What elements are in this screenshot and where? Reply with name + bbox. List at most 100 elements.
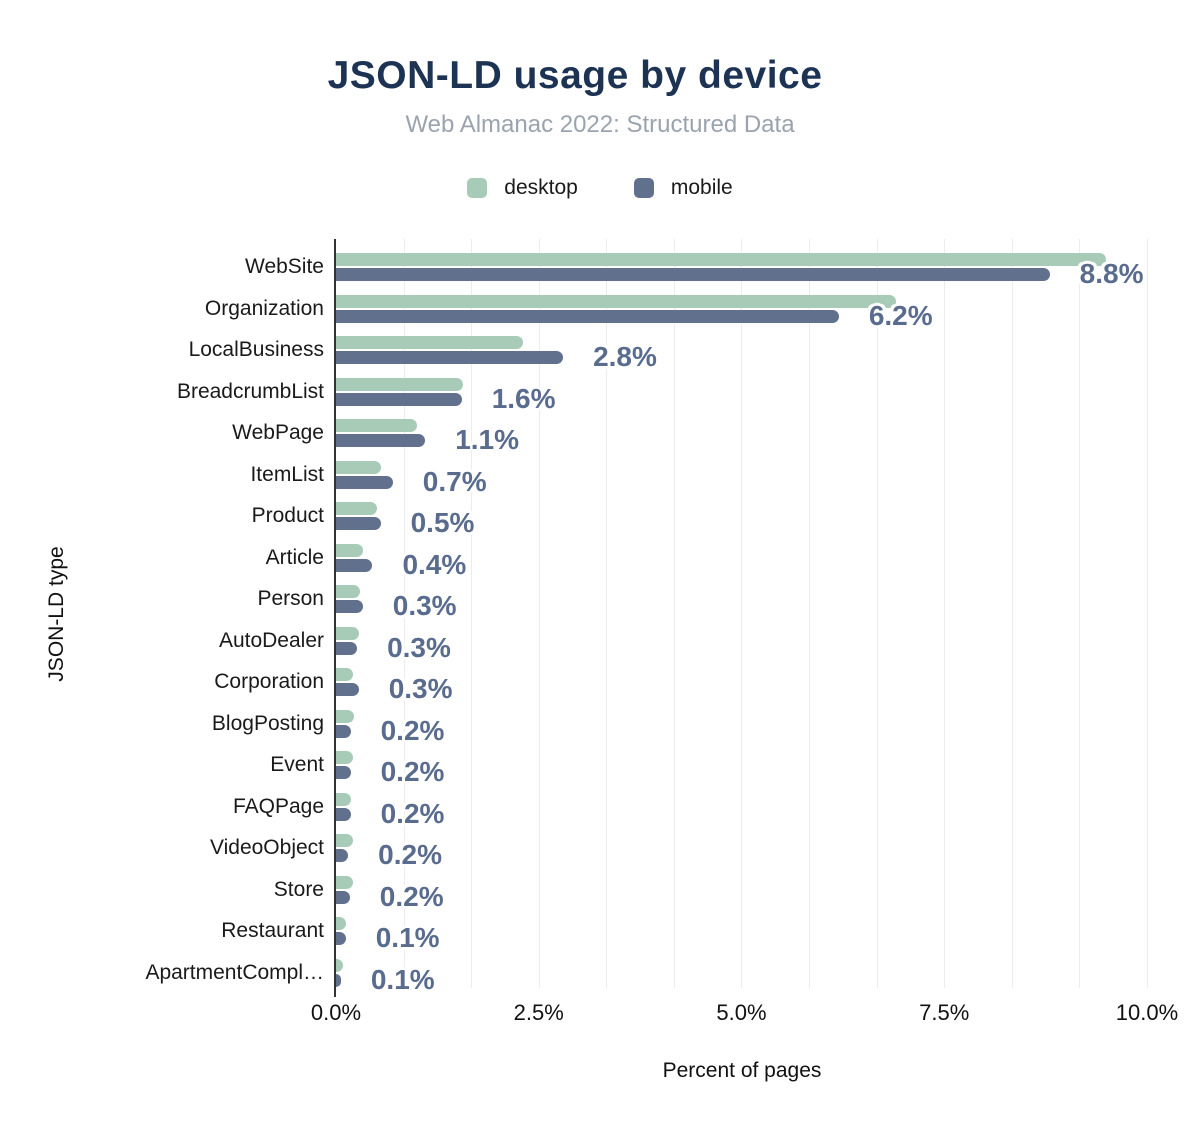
category-label: VideoObject xyxy=(209,836,324,859)
mobile-bar[interactable] xyxy=(336,558,373,572)
desktop-bar[interactable] xyxy=(336,626,359,640)
value-label: 0.3% xyxy=(387,631,451,663)
legend-item-desktop[interactable]: desktop xyxy=(467,176,578,200)
desktop-bar[interactable] xyxy=(336,917,346,930)
mobile-bar[interactable] xyxy=(336,434,426,447)
category-label: Person xyxy=(257,587,324,610)
value-label: 0.2% xyxy=(378,839,442,870)
gridline xyxy=(876,239,878,988)
mobile-swatch-icon xyxy=(633,178,654,198)
mobile-bar[interactable] xyxy=(336,890,350,904)
mobile-bar[interactable] xyxy=(336,268,1050,281)
value-label: 1.6% xyxy=(491,382,556,414)
category-label: Organization xyxy=(204,296,324,320)
mobile-bar[interactable] xyxy=(336,641,358,655)
desktop-bar[interactable] xyxy=(336,336,523,349)
desktop-bar[interactable] xyxy=(336,294,896,308)
legend-item-mobile[interactable]: mobile xyxy=(633,176,733,200)
category-label: Store xyxy=(273,877,324,901)
gridline xyxy=(1146,239,1148,988)
category-label: FAQPage xyxy=(232,794,324,818)
x-tick-label: 0.0% xyxy=(310,1000,362,1025)
desktop-bar[interactable] xyxy=(336,792,352,806)
value-label: 0.3% xyxy=(392,590,457,621)
desktop-swatch-icon xyxy=(467,178,488,198)
category-label: BreadcrumbList xyxy=(176,379,324,403)
legend-label-mobile: mobile xyxy=(670,176,733,199)
gridline xyxy=(606,239,608,988)
zero-tick xyxy=(334,988,336,997)
value-label: 2.8% xyxy=(593,341,657,372)
value-label: 0.1% xyxy=(370,963,435,995)
category-label: WebSite xyxy=(245,255,324,278)
gridline xyxy=(1079,239,1081,988)
value-label: 0.2% xyxy=(379,880,444,912)
desktop-bar[interactable] xyxy=(336,502,377,515)
mobile-bar[interactable] xyxy=(336,392,462,406)
value-label: 0.7% xyxy=(422,465,487,497)
category-label: Corporation xyxy=(214,670,324,693)
chart-subtitle: Web Almanac 2022: Structured Data xyxy=(405,111,795,138)
category-label: LocalBusiness xyxy=(188,338,324,361)
desktop-bar[interactable] xyxy=(336,585,360,598)
desktop-bar[interactable] xyxy=(336,377,464,391)
category-label: Product xyxy=(251,504,324,527)
category-label: Restaurant xyxy=(221,919,324,942)
category-label: Event xyxy=(270,753,324,776)
mobile-bar[interactable] xyxy=(336,475,393,489)
x-tick-label: 5.0% xyxy=(716,1000,767,1025)
desktop-bar[interactable] xyxy=(336,460,381,474)
value-label: 0.2% xyxy=(380,756,445,787)
desktop-bar[interactable] xyxy=(336,875,354,889)
desktop-bar[interactable] xyxy=(336,668,354,681)
value-label: 0.5% xyxy=(410,507,475,538)
mobile-bar[interactable] xyxy=(336,766,351,779)
mobile-bar[interactable] xyxy=(336,932,346,945)
category-label: ItemList xyxy=(250,462,324,486)
gridline xyxy=(809,239,811,988)
mobile-bar[interactable] xyxy=(336,807,351,821)
mobile-bar[interactable] xyxy=(336,600,363,613)
desktop-bar[interactable] xyxy=(336,709,354,723)
desktop-bar[interactable] xyxy=(336,419,418,432)
chart-title: JSON-LD usage by device xyxy=(327,54,823,97)
mobile-bar[interactable] xyxy=(336,724,351,738)
mobile-bar[interactable] xyxy=(336,517,381,530)
category-label: AutoDealer xyxy=(218,628,324,652)
desktop-bar[interactable] xyxy=(336,958,344,972)
desktop-bar[interactable] xyxy=(336,253,1107,266)
value-label: 0.2% xyxy=(380,797,445,829)
value-label: 0.3% xyxy=(388,673,453,704)
gridline xyxy=(944,239,946,988)
category-label: ApartmentCompl… xyxy=(145,960,324,984)
x-tick-label: 7.5% xyxy=(919,1000,970,1025)
value-label: 8.8% xyxy=(1079,258,1144,289)
gridline xyxy=(1011,239,1013,988)
gridline xyxy=(673,239,675,988)
value-label: 1.1% xyxy=(455,424,520,455)
mobile-bar[interactable] xyxy=(336,309,839,323)
y-axis-title: JSON-LD type xyxy=(45,546,68,682)
value-label: 0.2% xyxy=(380,714,445,746)
value-label: 0.4% xyxy=(402,548,467,580)
category-label: BlogPosting xyxy=(211,711,324,735)
mobile-bar[interactable] xyxy=(336,849,349,862)
gridline xyxy=(403,239,405,988)
category-label: Article xyxy=(265,545,324,569)
value-label: 6.2% xyxy=(868,299,933,331)
desktop-bar[interactable] xyxy=(336,543,363,557)
legend: desktop mobile xyxy=(0,176,1200,200)
desktop-bar[interactable] xyxy=(336,834,354,847)
x-tick-label: 10.0% xyxy=(1115,1000,1179,1025)
category-label: WebPage xyxy=(232,421,324,444)
mobile-bar[interactable] xyxy=(336,683,359,696)
x-axis-title: Percent of pages xyxy=(662,1059,822,1082)
desktop-bar[interactable] xyxy=(336,751,354,764)
x-tick-label: 2.5% xyxy=(513,1000,564,1025)
mobile-bar[interactable] xyxy=(336,973,341,987)
gridline xyxy=(471,239,473,988)
gridline xyxy=(741,239,743,988)
mobile-bar[interactable] xyxy=(336,351,564,364)
